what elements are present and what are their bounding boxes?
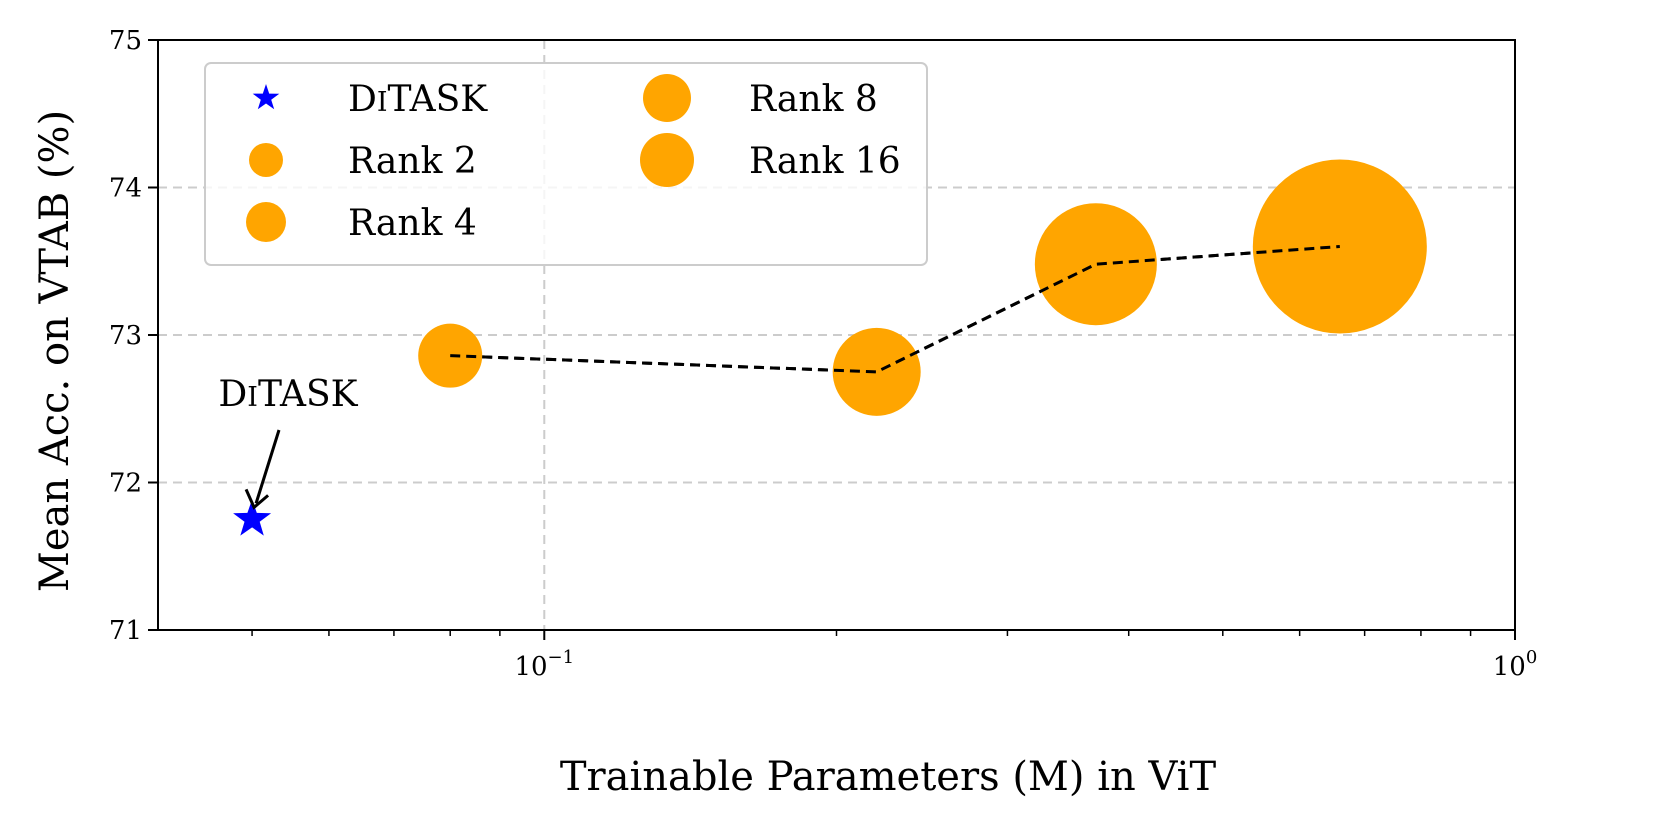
y-tick-label: 74: [109, 174, 142, 204]
point-rank-8: [1034, 203, 1157, 326]
trend-line-overlay: [450, 245, 1340, 374]
legend-label: DITASK: [348, 79, 488, 120]
legend-circle-icon: [249, 143, 283, 177]
annotation-arrowhead: [244, 488, 270, 510]
y-tick-label: 75: [109, 26, 142, 56]
x-tick-label: 10−1: [514, 647, 574, 682]
legend-star-icon: [252, 84, 280, 110]
axes: 71 72 73 74 75 10−1 100: [109, 26, 1537, 682]
data-points: [233, 159, 1427, 536]
y-tick-label: 73: [109, 321, 142, 351]
x-tick-label: 100: [1493, 647, 1538, 682]
point-rank-4: [832, 327, 921, 416]
y-tick-label: 72: [109, 469, 142, 499]
y-tick-label: 71: [109, 616, 142, 646]
annotation-label: DITASK: [218, 374, 358, 415]
legend-circle-icon: [246, 202, 286, 242]
annotation: DITASK: [218, 374, 359, 510]
annotation-arrow: [254, 429, 281, 504]
legend-circle-icon: [643, 74, 691, 122]
legend-label: Rank 2: [348, 141, 477, 182]
x-axis-label: Trainable Parameters (M) in ViT: [560, 754, 1217, 800]
y-axis-label: Mean Acc. on VTAB (%): [32, 110, 78, 592]
legend-circle-icon: [640, 133, 694, 187]
legend-box: [204, 62, 928, 266]
ditask-star-marker: [233, 499, 272, 536]
legend-label: Rank 4: [348, 203, 477, 244]
legend: DITASK Rank 2 Rank 4 Rank 8 Rank 16: [204, 62, 928, 266]
legend-label: Rank 16: [749, 141, 901, 182]
legend-label: Rank 8: [749, 79, 878, 120]
